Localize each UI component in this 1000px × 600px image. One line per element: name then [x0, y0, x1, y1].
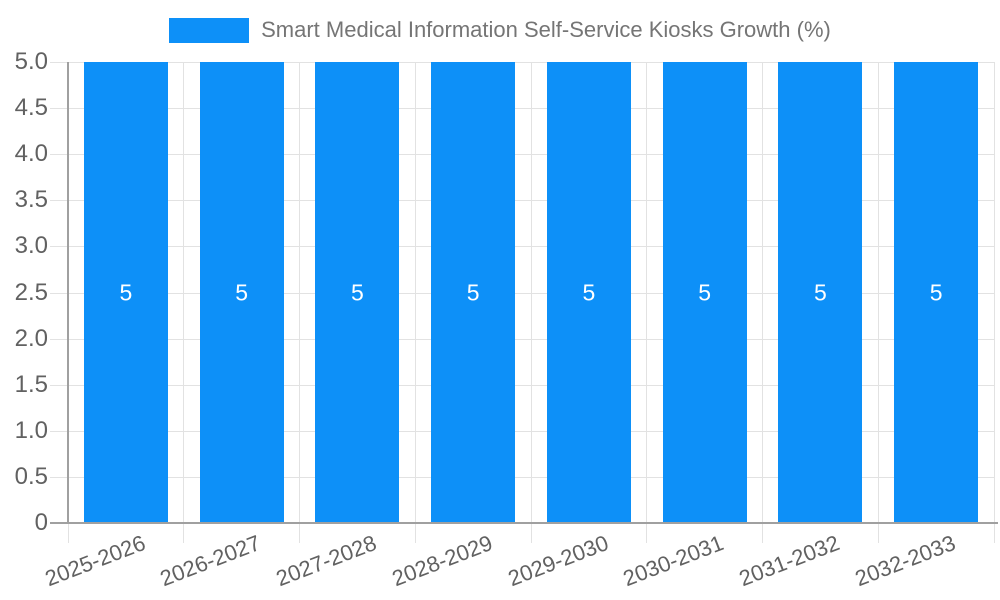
bar-value-label: 5 — [466, 279, 480, 305]
legend-swatch — [169, 17, 250, 43]
y-axis-label: 4.0 — [14, 140, 48, 168]
y-axis-label: 1.0 — [14, 416, 48, 444]
h-gridline — [50, 62, 994, 63]
x-axis-line — [50, 522, 998, 524]
y-axis-label: 0.5 — [14, 462, 48, 490]
bar: 5 — [315, 62, 400, 523]
bar: 5 — [894, 62, 979, 523]
v-gridline — [299, 62, 300, 543]
y-axis-label: 1.5 — [14, 370, 48, 398]
bar-value-label: 5 — [350, 279, 364, 305]
x-axis-label: 2027-2028 — [272, 530, 380, 592]
h-gridline — [50, 108, 994, 110]
y-axis-label: 3.5 — [14, 186, 48, 214]
x-axis-label: 2029-2030 — [504, 530, 612, 592]
x-axis-label: 2028-2029 — [388, 530, 496, 592]
v-gridline — [646, 62, 648, 543]
x-axis-label: 2025-2026 — [41, 530, 149, 592]
y-axis-label: 2.5 — [14, 278, 48, 306]
h-gridline — [50, 430, 994, 432]
bar-value-label: 5 — [929, 279, 943, 305]
y-axis-label: 4.5 — [14, 94, 48, 122]
bar: 5 — [546, 62, 631, 523]
h-gridline — [50, 200, 994, 202]
bar: 5 — [199, 62, 284, 523]
v-gridline — [993, 62, 995, 543]
y-axis-label: 3.0 — [14, 232, 48, 260]
v-gridline — [183, 62, 185, 543]
h-gridline — [50, 154, 994, 156]
y-axis-label: 2.0 — [14, 324, 48, 352]
h-gridline — [50, 476, 994, 478]
x-axis-label: 2031-2032 — [735, 530, 843, 592]
bar: 5 — [431, 62, 516, 523]
bar: 5 — [778, 62, 863, 523]
bar-value-label: 5 — [582, 279, 596, 305]
y-axis-label: 5.0 — [14, 48, 48, 75]
plot-area: 5 5 5 5 5 5 5 5 — [50, 62, 998, 543]
y-axis-line — [67, 62, 69, 523]
x-tick — [67, 523, 69, 543]
bar-value-label: 5 — [813, 279, 827, 305]
h-gridline — [50, 384, 994, 386]
x-axis-label: 2030-2031 — [620, 530, 728, 592]
bar: 5 — [662, 62, 747, 523]
y-axis-label: 0 — [34, 509, 48, 536]
x-axis-label: 2032-2033 — [851, 530, 959, 592]
bar: 5 — [83, 62, 168, 523]
v-gridline — [877, 62, 879, 543]
h-gridline — [50, 292, 994, 294]
h-gridline — [50, 246, 994, 248]
h-gridline — [50, 338, 994, 340]
chart-legend[interactable]: Smart Medical Information Self-Service K… — [0, 17, 1000, 43]
v-gridline — [530, 62, 532, 543]
bar-value-label: 5 — [119, 279, 133, 305]
x-axis-label: 2026-2027 — [157, 530, 265, 592]
v-gridline — [762, 62, 763, 543]
legend-label: Smart Medical Information Self-Service K… — [261, 17, 831, 42]
bar-value-label: 5 — [698, 279, 712, 305]
bar-value-label: 5 — [235, 279, 249, 305]
v-gridline — [414, 62, 416, 543]
